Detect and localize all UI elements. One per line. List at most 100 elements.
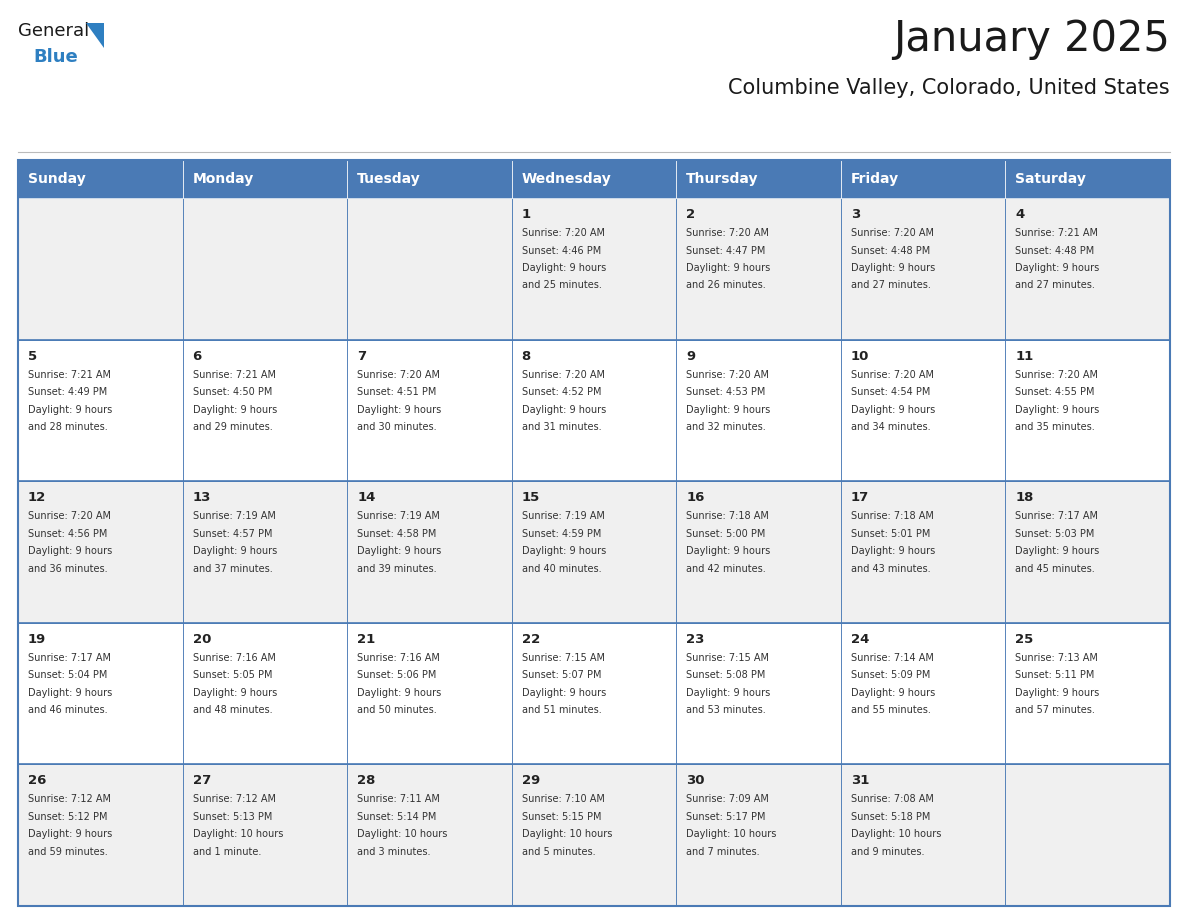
Text: Sunrise: 7:18 AM: Sunrise: 7:18 AM xyxy=(851,511,934,521)
Text: Daylight: 9 hours: Daylight: 9 hours xyxy=(522,405,606,415)
Bar xyxy=(183,622,347,765)
Text: Sunset: 5:12 PM: Sunset: 5:12 PM xyxy=(29,812,107,822)
Text: Sunset: 4:56 PM: Sunset: 4:56 PM xyxy=(29,529,107,539)
Text: and 28 minutes.: and 28 minutes. xyxy=(29,422,108,432)
Text: Sunset: 5:07 PM: Sunset: 5:07 PM xyxy=(522,670,601,680)
Bar xyxy=(18,160,1170,906)
Text: and 46 minutes.: and 46 minutes. xyxy=(29,705,108,715)
Text: Sunset: 4:48 PM: Sunset: 4:48 PM xyxy=(1016,245,1094,255)
Text: Sunset: 5:09 PM: Sunset: 5:09 PM xyxy=(851,670,930,680)
Bar xyxy=(841,160,1005,198)
Text: January 2025: January 2025 xyxy=(893,18,1170,60)
Text: Blue: Blue xyxy=(33,48,77,66)
Text: and 7 minutes.: and 7 minutes. xyxy=(687,847,760,856)
Text: Sunrise: 7:15 AM: Sunrise: 7:15 AM xyxy=(522,653,605,663)
Text: 22: 22 xyxy=(522,633,541,645)
Bar xyxy=(1005,765,1170,906)
Bar xyxy=(512,340,676,481)
Text: Daylight: 9 hours: Daylight: 9 hours xyxy=(687,546,771,556)
Text: and 57 minutes.: and 57 minutes. xyxy=(1016,705,1095,715)
Text: and 51 minutes.: and 51 minutes. xyxy=(522,705,601,715)
Text: 18: 18 xyxy=(1016,491,1034,504)
Text: Sunset: 4:50 PM: Sunset: 4:50 PM xyxy=(192,387,272,397)
Bar xyxy=(183,765,347,906)
Text: 20: 20 xyxy=(192,633,211,645)
Bar xyxy=(512,481,676,622)
Text: Tuesday: Tuesday xyxy=(358,172,421,186)
Bar xyxy=(676,622,841,765)
Text: Sunset: 4:53 PM: Sunset: 4:53 PM xyxy=(687,387,765,397)
Text: 25: 25 xyxy=(1016,633,1034,645)
Text: and 37 minutes.: and 37 minutes. xyxy=(192,564,272,574)
Text: Thursday: Thursday xyxy=(687,172,759,186)
Text: Columbine Valley, Colorado, United States: Columbine Valley, Colorado, United State… xyxy=(728,78,1170,98)
Text: Sunrise: 7:20 AM: Sunrise: 7:20 AM xyxy=(687,370,770,380)
Text: Sunset: 4:52 PM: Sunset: 4:52 PM xyxy=(522,387,601,397)
Text: Daylight: 9 hours: Daylight: 9 hours xyxy=(29,829,112,839)
Bar xyxy=(676,481,841,622)
Text: Sunset: 5:13 PM: Sunset: 5:13 PM xyxy=(192,812,272,822)
Text: Sunset: 5:08 PM: Sunset: 5:08 PM xyxy=(687,670,765,680)
Text: Daylight: 9 hours: Daylight: 9 hours xyxy=(192,405,277,415)
Text: Sunrise: 7:17 AM: Sunrise: 7:17 AM xyxy=(1016,511,1099,521)
Bar xyxy=(18,160,183,198)
Text: 17: 17 xyxy=(851,491,870,504)
Text: 12: 12 xyxy=(29,491,46,504)
Bar xyxy=(841,198,1005,340)
Bar xyxy=(347,340,512,481)
Text: Daylight: 10 hours: Daylight: 10 hours xyxy=(851,829,941,839)
Text: Daylight: 9 hours: Daylight: 9 hours xyxy=(29,688,112,698)
Text: 26: 26 xyxy=(29,775,46,788)
Text: and 35 minutes.: and 35 minutes. xyxy=(1016,422,1095,432)
Bar xyxy=(1005,198,1170,340)
Polygon shape xyxy=(86,23,105,48)
Text: 13: 13 xyxy=(192,491,211,504)
Bar xyxy=(183,481,347,622)
Text: Sunrise: 7:20 AM: Sunrise: 7:20 AM xyxy=(522,370,605,380)
Text: Daylight: 9 hours: Daylight: 9 hours xyxy=(522,546,606,556)
Text: and 48 minutes.: and 48 minutes. xyxy=(192,705,272,715)
Text: and 3 minutes.: and 3 minutes. xyxy=(358,847,430,856)
Text: and 42 minutes.: and 42 minutes. xyxy=(687,564,766,574)
Text: Sunrise: 7:18 AM: Sunrise: 7:18 AM xyxy=(687,511,769,521)
Text: Sunset: 4:57 PM: Sunset: 4:57 PM xyxy=(192,529,272,539)
Text: Monday: Monday xyxy=(192,172,254,186)
Text: Sunset: 4:55 PM: Sunset: 4:55 PM xyxy=(1016,387,1095,397)
Text: Sunset: 5:11 PM: Sunset: 5:11 PM xyxy=(1016,670,1095,680)
Text: and 5 minutes.: and 5 minutes. xyxy=(522,847,595,856)
Text: Daylight: 9 hours: Daylight: 9 hours xyxy=(192,688,277,698)
Bar xyxy=(841,481,1005,622)
Text: Sunrise: 7:21 AM: Sunrise: 7:21 AM xyxy=(1016,228,1099,238)
Bar xyxy=(676,340,841,481)
Text: Sunrise: 7:20 AM: Sunrise: 7:20 AM xyxy=(358,370,440,380)
Bar xyxy=(18,340,183,481)
Text: and 45 minutes.: and 45 minutes. xyxy=(1016,564,1095,574)
Text: and 29 minutes.: and 29 minutes. xyxy=(192,422,272,432)
Text: Daylight: 9 hours: Daylight: 9 hours xyxy=(1016,405,1100,415)
Text: Daylight: 10 hours: Daylight: 10 hours xyxy=(522,829,612,839)
Bar xyxy=(347,765,512,906)
Text: Sunset: 5:06 PM: Sunset: 5:06 PM xyxy=(358,670,436,680)
Bar xyxy=(18,765,183,906)
Text: Sunrise: 7:19 AM: Sunrise: 7:19 AM xyxy=(358,511,440,521)
Text: 8: 8 xyxy=(522,350,531,363)
Text: Sunrise: 7:20 AM: Sunrise: 7:20 AM xyxy=(29,511,110,521)
Text: 15: 15 xyxy=(522,491,541,504)
Text: Sunrise: 7:16 AM: Sunrise: 7:16 AM xyxy=(358,653,440,663)
Text: and 39 minutes.: and 39 minutes. xyxy=(358,564,437,574)
Text: 30: 30 xyxy=(687,775,704,788)
Text: Sunset: 5:18 PM: Sunset: 5:18 PM xyxy=(851,812,930,822)
Text: Sunrise: 7:09 AM: Sunrise: 7:09 AM xyxy=(687,794,769,804)
Text: Sunset: 5:00 PM: Sunset: 5:00 PM xyxy=(687,529,765,539)
Text: and 27 minutes.: and 27 minutes. xyxy=(851,281,930,290)
Text: Daylight: 9 hours: Daylight: 9 hours xyxy=(358,688,442,698)
Text: 19: 19 xyxy=(29,633,46,645)
Text: Sunset: 5:04 PM: Sunset: 5:04 PM xyxy=(29,670,107,680)
Bar xyxy=(183,198,347,340)
Text: Sunset: 4:54 PM: Sunset: 4:54 PM xyxy=(851,387,930,397)
Text: Sunrise: 7:19 AM: Sunrise: 7:19 AM xyxy=(192,511,276,521)
Text: 6: 6 xyxy=(192,350,202,363)
Bar xyxy=(841,340,1005,481)
Bar xyxy=(676,160,841,198)
Bar xyxy=(1005,622,1170,765)
